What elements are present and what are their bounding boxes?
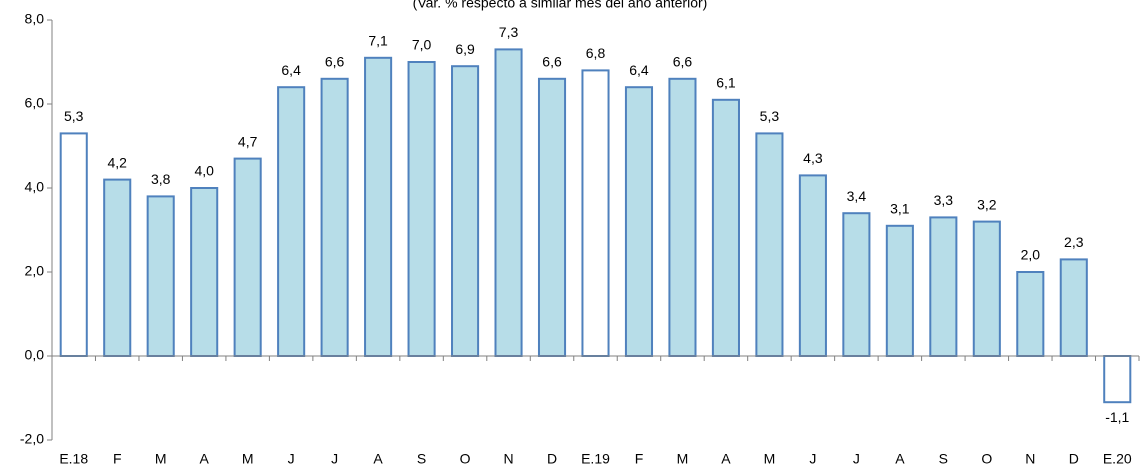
value-label: 7,0	[412, 37, 432, 53]
value-label: 6,9	[455, 41, 475, 57]
x-tick-label: D	[1069, 451, 1079, 467]
y-tick-label: 8,0	[25, 11, 45, 27]
x-tick-label: J	[331, 451, 338, 467]
bar	[1059, 258, 1088, 357]
bar	[103, 178, 132, 357]
x-tick-label: A	[373, 451, 383, 467]
value-label: 2,0	[1021, 247, 1041, 263]
x-tick-label: J	[853, 451, 860, 467]
bar	[320, 77, 349, 358]
value-label: 4,2	[107, 154, 127, 170]
value-label: 5,3	[64, 108, 84, 124]
bar	[1103, 355, 1132, 404]
value-label: 7,3	[499, 24, 519, 40]
value-label: 6,4	[281, 62, 301, 78]
bar	[494, 48, 523, 358]
bar	[624, 86, 654, 357]
value-label: 4,3	[803, 150, 823, 166]
y-tick-label: 2,0	[25, 263, 45, 279]
bar	[711, 98, 740, 358]
value-label: 6,6	[325, 54, 345, 70]
bar	[885, 224, 914, 357]
bar	[972, 220, 1001, 357]
bar	[537, 77, 567, 358]
y-tick-label: -2,0	[20, 431, 44, 447]
x-tick-label: A	[200, 451, 210, 467]
x-tick-label: E.18	[59, 451, 88, 467]
bar	[451, 65, 480, 357]
bar	[1016, 271, 1045, 357]
x-tick-label: M	[242, 451, 254, 467]
value-label: 4,7	[238, 133, 258, 149]
x-tick-label: J	[288, 451, 295, 467]
y-tick-label: 4,0	[25, 179, 45, 195]
x-tick-label: N	[503, 451, 513, 467]
bar	[364, 56, 393, 358]
x-tick-label: O	[460, 451, 471, 467]
x-tick-label: J	[809, 451, 816, 467]
x-tick-label: D	[547, 451, 557, 467]
value-label: -1,1	[1105, 409, 1129, 425]
x-tick-label: F	[635, 451, 644, 467]
bar	[842, 212, 871, 357]
x-tick-label: F	[113, 451, 122, 467]
bar	[581, 69, 610, 358]
x-tick-label: N	[1025, 451, 1035, 467]
x-tick-label: M	[764, 451, 776, 467]
bar	[190, 187, 219, 357]
value-label: 3,3	[934, 192, 954, 208]
value-label: 6,6	[542, 54, 562, 70]
value-label: 3,8	[151, 171, 171, 187]
x-tick-label: S	[939, 451, 948, 467]
value-label: 4,0	[194, 163, 214, 179]
bar	[798, 174, 827, 357]
x-tick-label: M	[677, 451, 689, 467]
value-label: 6,4	[629, 62, 649, 78]
x-tick-label: O	[981, 451, 992, 467]
value-label: 5,3	[760, 108, 780, 124]
value-label: 6,8	[586, 45, 606, 61]
value-label: 3,1	[890, 201, 910, 217]
x-tick-label: E.20	[1103, 451, 1132, 467]
chart-subtitle: (Var. % respecto a similar mes del año a…	[413, 0, 708, 11]
bar	[929, 216, 958, 357]
x-tick-label: S	[417, 451, 426, 467]
bar	[668, 77, 697, 358]
x-tick-label: M	[155, 451, 167, 467]
value-label: 7,1	[368, 33, 388, 49]
value-label: 6,1	[716, 75, 736, 91]
y-tick-label: 0,0	[25, 347, 45, 363]
bar	[277, 86, 306, 357]
y-tick-label: 6,0	[25, 95, 45, 111]
value-label: 3,2	[977, 196, 997, 212]
bar	[146, 195, 175, 357]
bar	[407, 61, 436, 357]
value-label: 6,6	[673, 54, 693, 70]
bar	[233, 157, 262, 357]
x-tick-label: A	[895, 451, 905, 467]
x-tick-label: E.19	[581, 451, 610, 467]
bar	[59, 132, 88, 357]
x-tick-label: A	[721, 451, 731, 467]
value-label: 3,4	[847, 188, 867, 204]
bar	[755, 132, 784, 357]
value-label: 2,3	[1064, 234, 1084, 250]
